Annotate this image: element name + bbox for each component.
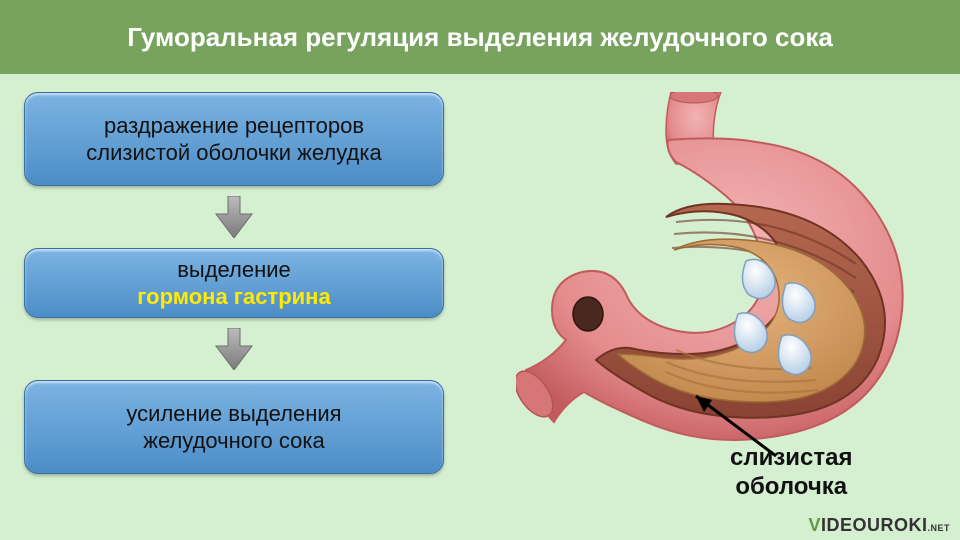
pyloric-opening [573,297,603,331]
step-3-line-1: усиление выделения [126,400,341,428]
step-1-box: раздражение рецепторов слизистой оболочк… [24,92,444,186]
content-area: раздражение рецепторов слизистой оболочк… [0,74,960,540]
page-title: Гуморальная регуляция выделения желудочн… [127,22,833,53]
header: Гуморальная регуляция выделения желудочн… [0,0,960,74]
step-1-line-1: раздражение рецепторов [104,112,364,140]
step-3-box: усиление выделения желудочного сока [24,380,444,474]
mucosa-label-line-2: оболочка [735,473,847,500]
watermark: VIDEOUROKI.NET [808,515,950,536]
step-2-part-2: гормона гастрина [137,283,330,311]
mucosa-label: слизистая оболочка [730,444,852,502]
stomach-illustration: слизистая оболочка [506,92,936,522]
step-3-line-2: желудочного сока [143,427,324,455]
step-2-box: выделение гормона гастрина [24,248,444,318]
watermark-main: VIDEOUROKI [808,515,927,535]
mucosa-label-line-1: слизистая [730,444,852,471]
flow-column: раздражение рецепторов слизистой оболочк… [24,92,444,474]
arrow-1 [24,196,444,238]
arrow-2 [24,328,444,370]
step-1-line-2: слизистой оболочки желудка [86,139,381,167]
step-2-part-1: выделение [137,256,330,284]
step-2-text: выделение гормона гастрина [137,256,330,311]
watermark-suffix: .NET [927,523,950,533]
